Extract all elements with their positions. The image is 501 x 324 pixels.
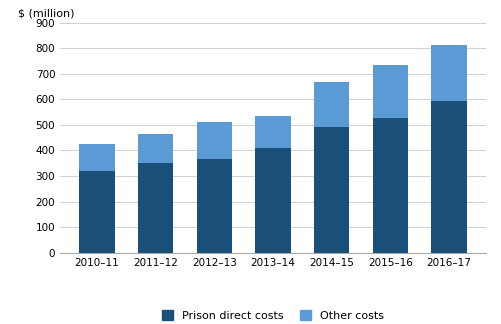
Bar bbox=[256, 116, 291, 148]
Bar bbox=[314, 127, 349, 253]
Bar bbox=[256, 148, 291, 253]
Legend: Prison direct costs, Other costs: Prison direct costs, Other costs bbox=[162, 310, 384, 321]
Bar bbox=[138, 134, 173, 163]
Text: $ (million): $ (million) bbox=[18, 8, 74, 18]
Bar bbox=[373, 65, 408, 118]
Bar bbox=[80, 171, 115, 253]
Bar bbox=[197, 122, 232, 159]
Bar bbox=[138, 163, 173, 253]
Bar bbox=[373, 118, 408, 253]
Bar bbox=[431, 45, 466, 101]
Bar bbox=[80, 144, 115, 171]
Bar bbox=[197, 159, 232, 253]
Bar bbox=[431, 101, 466, 253]
Bar bbox=[314, 82, 349, 127]
